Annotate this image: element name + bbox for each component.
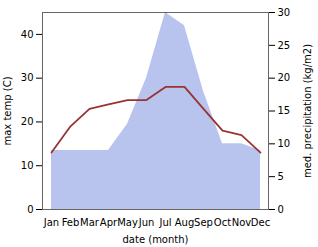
svg-text:20: 20 [21, 116, 34, 127]
svg-text:date (month): date (month) [123, 234, 189, 245]
svg-text:Sep: Sep [194, 217, 213, 228]
svg-text:Jan: Jan [43, 217, 59, 228]
svg-text:Jul: Jul [158, 217, 171, 228]
svg-text:Feb: Feb [62, 217, 80, 228]
svg-text:40: 40 [21, 29, 34, 40]
svg-text:30: 30 [278, 7, 291, 18]
svg-text:Aug: Aug [175, 217, 195, 228]
svg-text:med. precipitation (kg/m2): med. precipitation (kg/m2) [302, 44, 313, 178]
svg-text:Jun: Jun [138, 217, 155, 228]
svg-text:May: May [117, 217, 138, 228]
svg-text:10: 10 [278, 138, 291, 149]
svg-text:Mar: Mar [80, 217, 100, 228]
svg-text:15: 15 [278, 105, 291, 116]
svg-text:Nov: Nov [232, 217, 252, 228]
svg-text:Oct: Oct [214, 217, 231, 228]
svg-text:Apr: Apr [100, 217, 118, 228]
svg-text:max temp (C): max temp (C) [2, 76, 13, 145]
svg-text:0: 0 [27, 204, 33, 215]
svg-text:30: 30 [21, 72, 34, 83]
svg-text:0: 0 [278, 204, 284, 215]
svg-text:25: 25 [278, 40, 291, 51]
svg-text:10: 10 [21, 160, 34, 171]
svg-text:Dec: Dec [251, 217, 270, 228]
svg-text:20: 20 [278, 72, 291, 83]
svg-text:5: 5 [278, 171, 284, 182]
